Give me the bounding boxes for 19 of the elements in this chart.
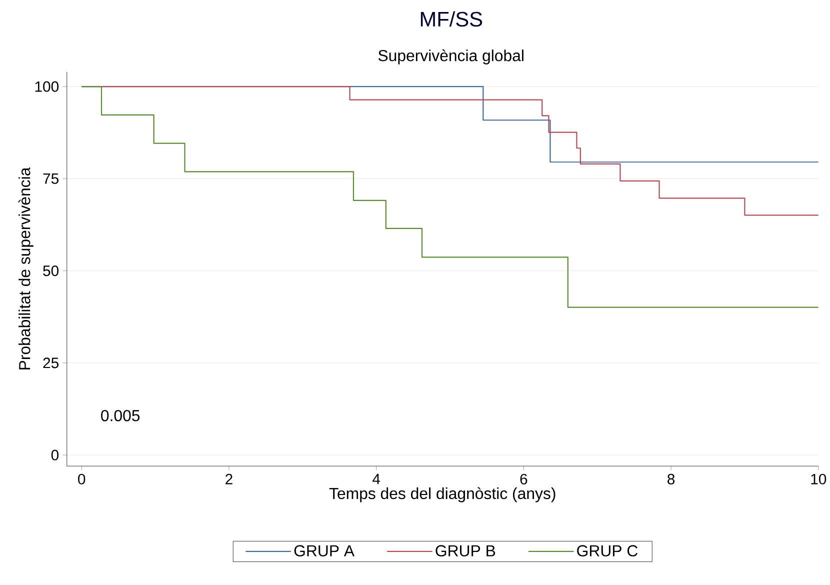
x-axis-title: Temps des del diagnòstic (anys) [329, 487, 556, 502]
x-tick-label: 0 [78, 474, 86, 484]
y-tick-label: 100 [35, 81, 59, 92]
legend-label: GRUP B [436, 545, 496, 557]
x-tick-label: 8 [668, 474, 675, 484]
y-tick-label: 25 [43, 358, 58, 368]
chart-subtitle: Supervivència global [378, 49, 524, 64]
annotation: 0.005 [101, 410, 140, 422]
y-tick-label: 0 [51, 450, 59, 460]
legend-label: GRUP C [577, 545, 638, 557]
x-tick-label: 2 [226, 474, 232, 484]
x-tick-label: 10 [811, 474, 826, 484]
y-tick-label: 50 [43, 266, 59, 276]
y-axis-title: Probabilitat de supervivència [18, 167, 34, 370]
legend-label: GRUP A [294, 545, 354, 557]
chart-title: MF/SS [420, 11, 482, 27]
y-tick-label: 75 [43, 174, 58, 184]
x-tick-label: 6 [520, 474, 528, 484]
x-tick-label: 4 [372, 474, 380, 484]
